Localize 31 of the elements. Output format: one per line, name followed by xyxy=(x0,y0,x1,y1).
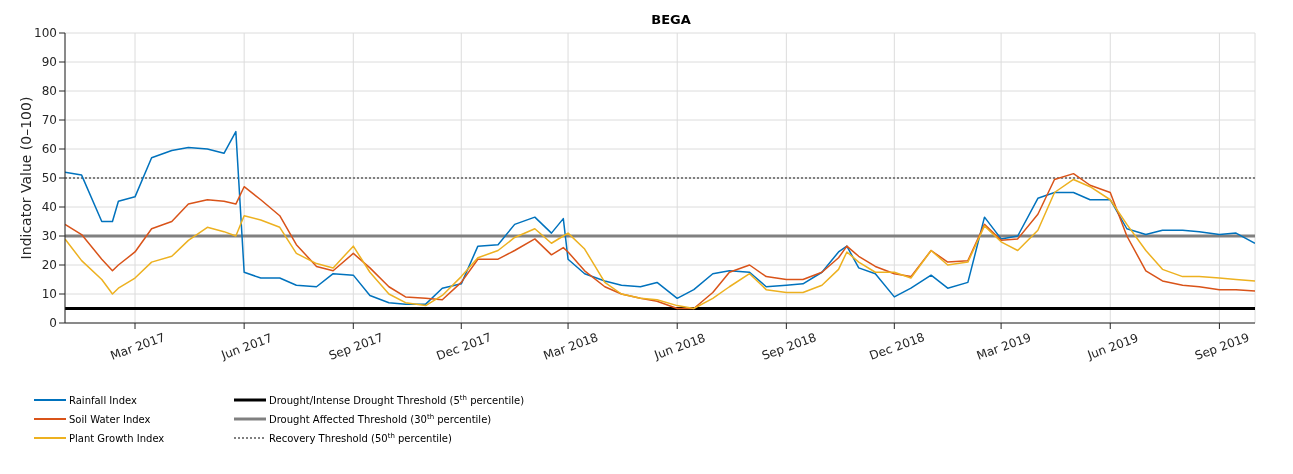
legend-label: Rainfall Index xyxy=(69,394,137,406)
legend-label: Plant Growth Index xyxy=(69,432,165,444)
legend-label: Drought Affected Threshold (30$^{th}$ percentile) xyxy=(269,412,492,426)
y-tick-label: 70 xyxy=(41,113,57,128)
x-tick-label: Mar 2019 xyxy=(974,330,1034,363)
y-tick-label: 30 xyxy=(41,229,57,244)
y-tick-label: 10 xyxy=(41,287,57,302)
legend-label: Drought/Intense Drought Threshold (5$^{th}$ percentile) xyxy=(269,393,525,407)
y-tick-label: 50 xyxy=(41,171,57,186)
legend-label: Soil Water Index xyxy=(69,413,151,425)
line-series xyxy=(65,130,1255,305)
y-axis-title: Indicator Value (0–100) xyxy=(17,96,34,260)
x-tick-label: Jun 2019 xyxy=(1084,330,1141,363)
x-tick-label: Mar 2017 xyxy=(108,330,167,363)
legend-label: Recovery Threshold (50$^{th}$ percentile) xyxy=(269,431,452,445)
x-tick-label: Sep 2019 xyxy=(1192,330,1252,363)
x-tick-label: Sep 2018 xyxy=(759,330,819,363)
y-tick-label: 80 xyxy=(41,84,57,99)
x-tick-label: Jun 2017 xyxy=(218,330,275,363)
y-tick-label: 20 xyxy=(41,258,57,273)
chart-title: BEGA xyxy=(651,12,691,27)
y-tick-label: 60 xyxy=(41,142,57,157)
y-tick-label: 100 xyxy=(34,26,57,41)
x-tick-label: Dec 2018 xyxy=(867,330,927,363)
y-tick-label: 40 xyxy=(41,200,57,215)
y-tick-label: 0 xyxy=(49,316,57,331)
x-tick-label: Dec 2017 xyxy=(434,330,494,363)
x-tick-label: Mar 2018 xyxy=(541,330,600,363)
x-tick-label: Sep 2017 xyxy=(326,330,386,363)
y-tick-label: 90 xyxy=(41,55,57,70)
x-tick-label: Jun 2018 xyxy=(651,330,708,363)
